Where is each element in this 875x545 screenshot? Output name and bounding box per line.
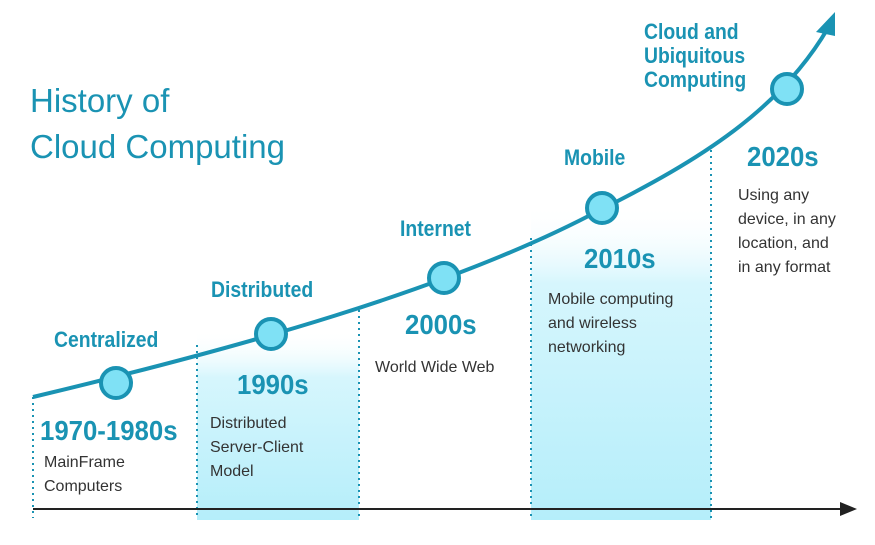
desc-line: Using any	[738, 187, 810, 204]
era-label-line: Computing	[644, 67, 747, 92]
era-label-mobile: Mobile	[564, 145, 626, 170]
desc-line: Server-Client	[210, 439, 304, 456]
era-label-line: Ubiquitous	[644, 43, 746, 68]
desc-line: Computers	[44, 478, 123, 495]
decade-2020s: 2020s	[747, 141, 819, 172]
page-title: History of Cloud Computing	[30, 78, 285, 170]
era-dividers	[32, 150, 712, 518]
band-2010s	[531, 205, 711, 520]
decade-1970-1980s: 1970-1980s	[40, 415, 178, 446]
desc-line: and wireless	[548, 315, 637, 332]
title-line-2: Cloud Computing	[30, 128, 285, 165]
decade-2000s: 2000s	[405, 309, 477, 340]
era-label-cloud-ubiquitous: Cloud and Ubiquitous Computing	[644, 20, 746, 92]
desc-line: location, and	[738, 235, 829, 252]
desc-line: Model	[210, 463, 254, 480]
desc-line: MainFrame	[44, 454, 125, 471]
growth-curve-arrowhead	[816, 12, 835, 36]
node-2020s	[770, 72, 804, 106]
desc-line: device, in any	[738, 211, 836, 228]
era-description-1990s: Distributed Server-Client Model	[210, 412, 303, 484]
node-1990s	[254, 317, 288, 351]
node-2000s	[427, 261, 461, 295]
era-description-2010s: Mobile computing and wireless networking	[548, 288, 673, 360]
desc-line: networking	[548, 339, 626, 356]
decade-2010s: 2010s	[584, 243, 656, 274]
era-description-2020s: Using any device, in any location, and i…	[738, 184, 836, 280]
band-1990s	[197, 330, 359, 520]
title-line-1: History of	[30, 82, 170, 119]
era-label-line: Cloud and	[644, 19, 739, 44]
decade-1990s: 1990s	[237, 369, 309, 400]
era-label-internet: Internet	[400, 216, 472, 241]
desc-line: Distributed	[210, 415, 287, 432]
era-label-distributed: Distributed	[211, 277, 314, 302]
node-2010s	[585, 191, 619, 225]
era-label-centralized: Centralized	[54, 327, 159, 352]
desc-line: Mobile computing	[548, 291, 674, 308]
desc-line: World Wide Web	[375, 359, 495, 376]
era-description-2000s: World Wide Web	[375, 356, 494, 380]
time-axis-arrowhead	[840, 502, 857, 516]
growth-curve	[32, 26, 830, 399]
era-description-1970s: MainFrame Computers	[44, 451, 125, 499]
node-1970s	[99, 366, 133, 400]
desc-line: in any format	[738, 259, 831, 276]
